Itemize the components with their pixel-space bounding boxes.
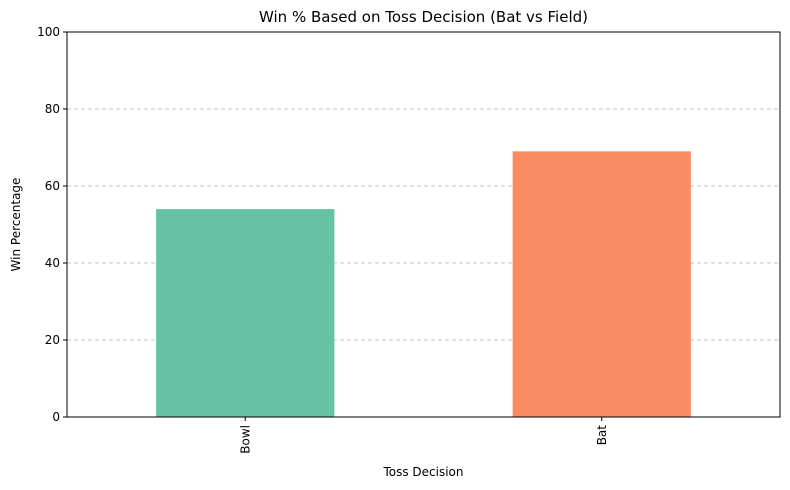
y-axis-label: Win Percentage xyxy=(9,178,23,272)
x-axis-ticks: Bowl Bat xyxy=(238,417,609,454)
x-tick-label-bat: Bat xyxy=(595,425,609,446)
y-tick-label-60: 60 xyxy=(45,179,60,193)
chart-title: Win % Based on Toss Decision (Bat vs Fie… xyxy=(259,8,588,26)
x-tick-label-bowl: Bowl xyxy=(238,425,252,454)
bar-bat xyxy=(512,151,691,417)
bar-bowl xyxy=(156,209,335,417)
y-tick-label-20: 20 xyxy=(45,333,60,347)
y-tick-label-0: 0 xyxy=(52,410,60,424)
y-tick-label-80: 80 xyxy=(45,102,60,116)
bars xyxy=(156,151,691,417)
y-tick-label-40: 40 xyxy=(45,256,60,270)
y-tick-label-100: 100 xyxy=(37,25,60,39)
x-axis-label: Toss Decision xyxy=(382,465,463,479)
y-axis-ticks: 0 20 40 60 80 100 xyxy=(37,25,67,424)
plot-frame xyxy=(66,31,781,418)
